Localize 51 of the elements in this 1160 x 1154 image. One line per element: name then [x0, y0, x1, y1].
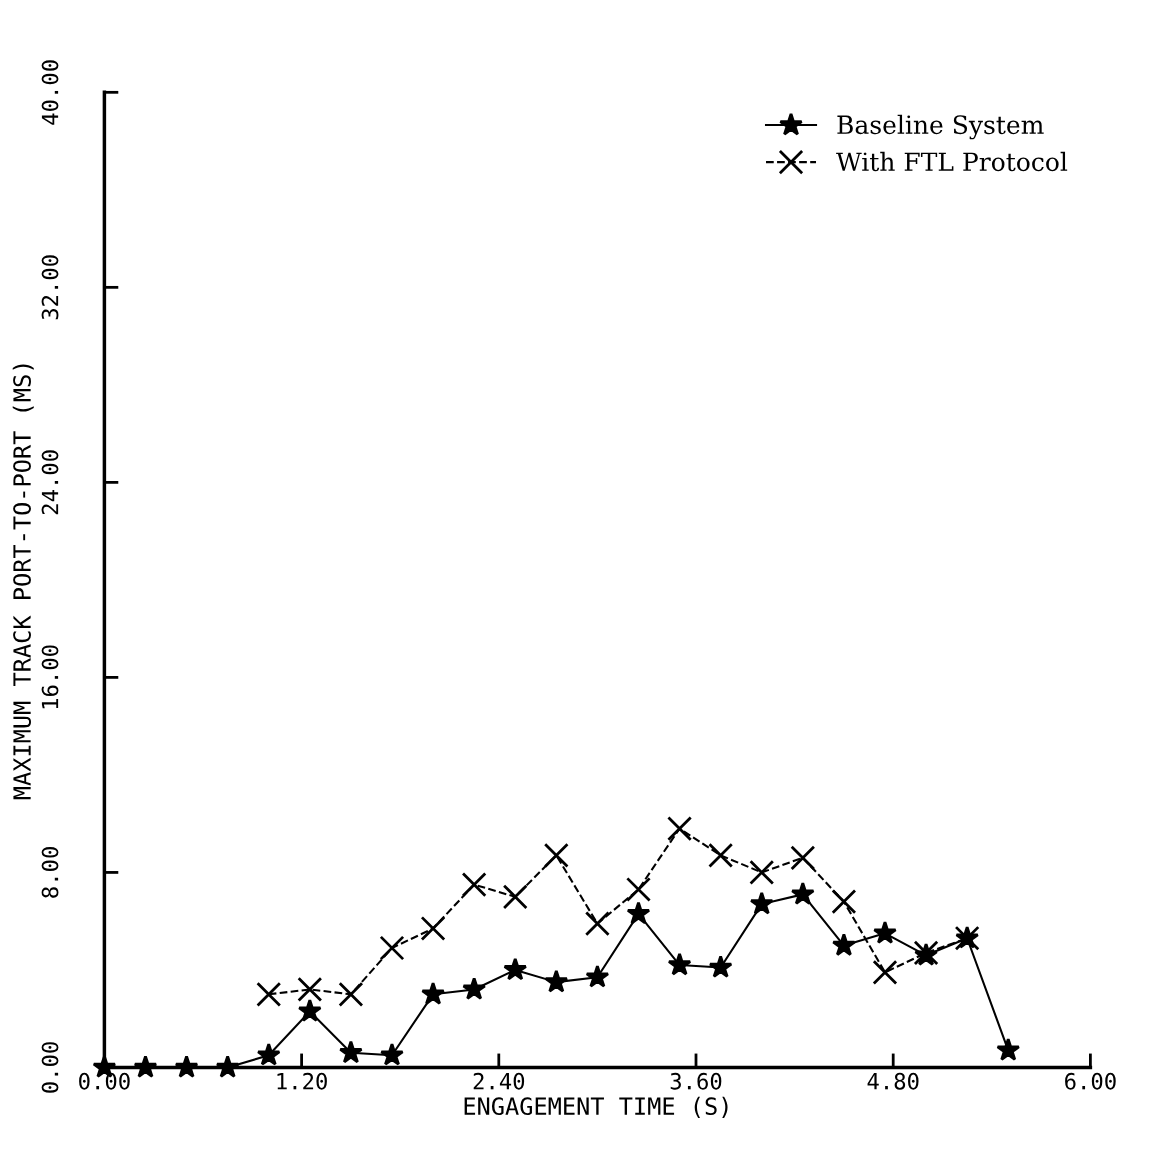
point — [338, 1040, 363, 1064]
point — [790, 845, 816, 871]
point — [625, 876, 651, 902]
point — [667, 816, 693, 842]
point — [708, 955, 733, 978]
y-axis-title: MAXIMUM TRACK PORT-TO-PORT (MS) — [12, 364, 34, 800]
point — [174, 1054, 199, 1078]
point — [256, 1042, 281, 1066]
point — [831, 889, 857, 915]
point — [584, 911, 610, 937]
point — [544, 969, 569, 993]
point — [297, 976, 323, 1002]
point — [133, 1054, 158, 1078]
point — [256, 981, 282, 1007]
x-tick-label: 6.00 — [1065, 1072, 1116, 1090]
y-tick-label: 32.00 — [41, 255, 59, 320]
point — [749, 891, 774, 915]
point — [749, 859, 775, 885]
point — [831, 933, 856, 956]
point — [996, 1037, 1021, 1061]
legend-label: With FTL Protocol — [836, 151, 1068, 172]
y-tick-label: 40.00 — [41, 60, 59, 125]
point — [502, 884, 528, 910]
point — [462, 976, 487, 1000]
point — [215, 1054, 240, 1078]
y-tick-label: 24.00 — [41, 450, 59, 515]
point — [667, 952, 692, 976]
point — [543, 842, 569, 868]
point — [790, 881, 815, 905]
point — [461, 872, 487, 898]
y-tick-label: 8.00 — [41, 847, 59, 898]
legend-label: Baseline System — [837, 114, 1044, 140]
y-tick-label: 16.00 — [41, 645, 59, 709]
x-tick-label: 3.60 — [670, 1072, 722, 1090]
point — [338, 981, 364, 1007]
x-axis-title: ENGAGEMENT TIME (S) — [464, 1096, 728, 1118]
x-tick-label: 1.20 — [277, 1072, 327, 1090]
point — [421, 981, 446, 1005]
x-tick-label: 4.80 — [867, 1072, 919, 1090]
point — [872, 959, 898, 985]
point — [873, 920, 897, 944]
point — [503, 957, 528, 981]
x-tick-label: 0.00 — [79, 1072, 130, 1090]
x-tick-label: 2.40 — [473, 1072, 525, 1090]
point — [626, 901, 651, 925]
point — [380, 1042, 404, 1066]
point — [585, 964, 610, 988]
point — [379, 935, 405, 961]
point — [420, 915, 446, 941]
point — [297, 998, 322, 1022]
point — [708, 842, 734, 868]
